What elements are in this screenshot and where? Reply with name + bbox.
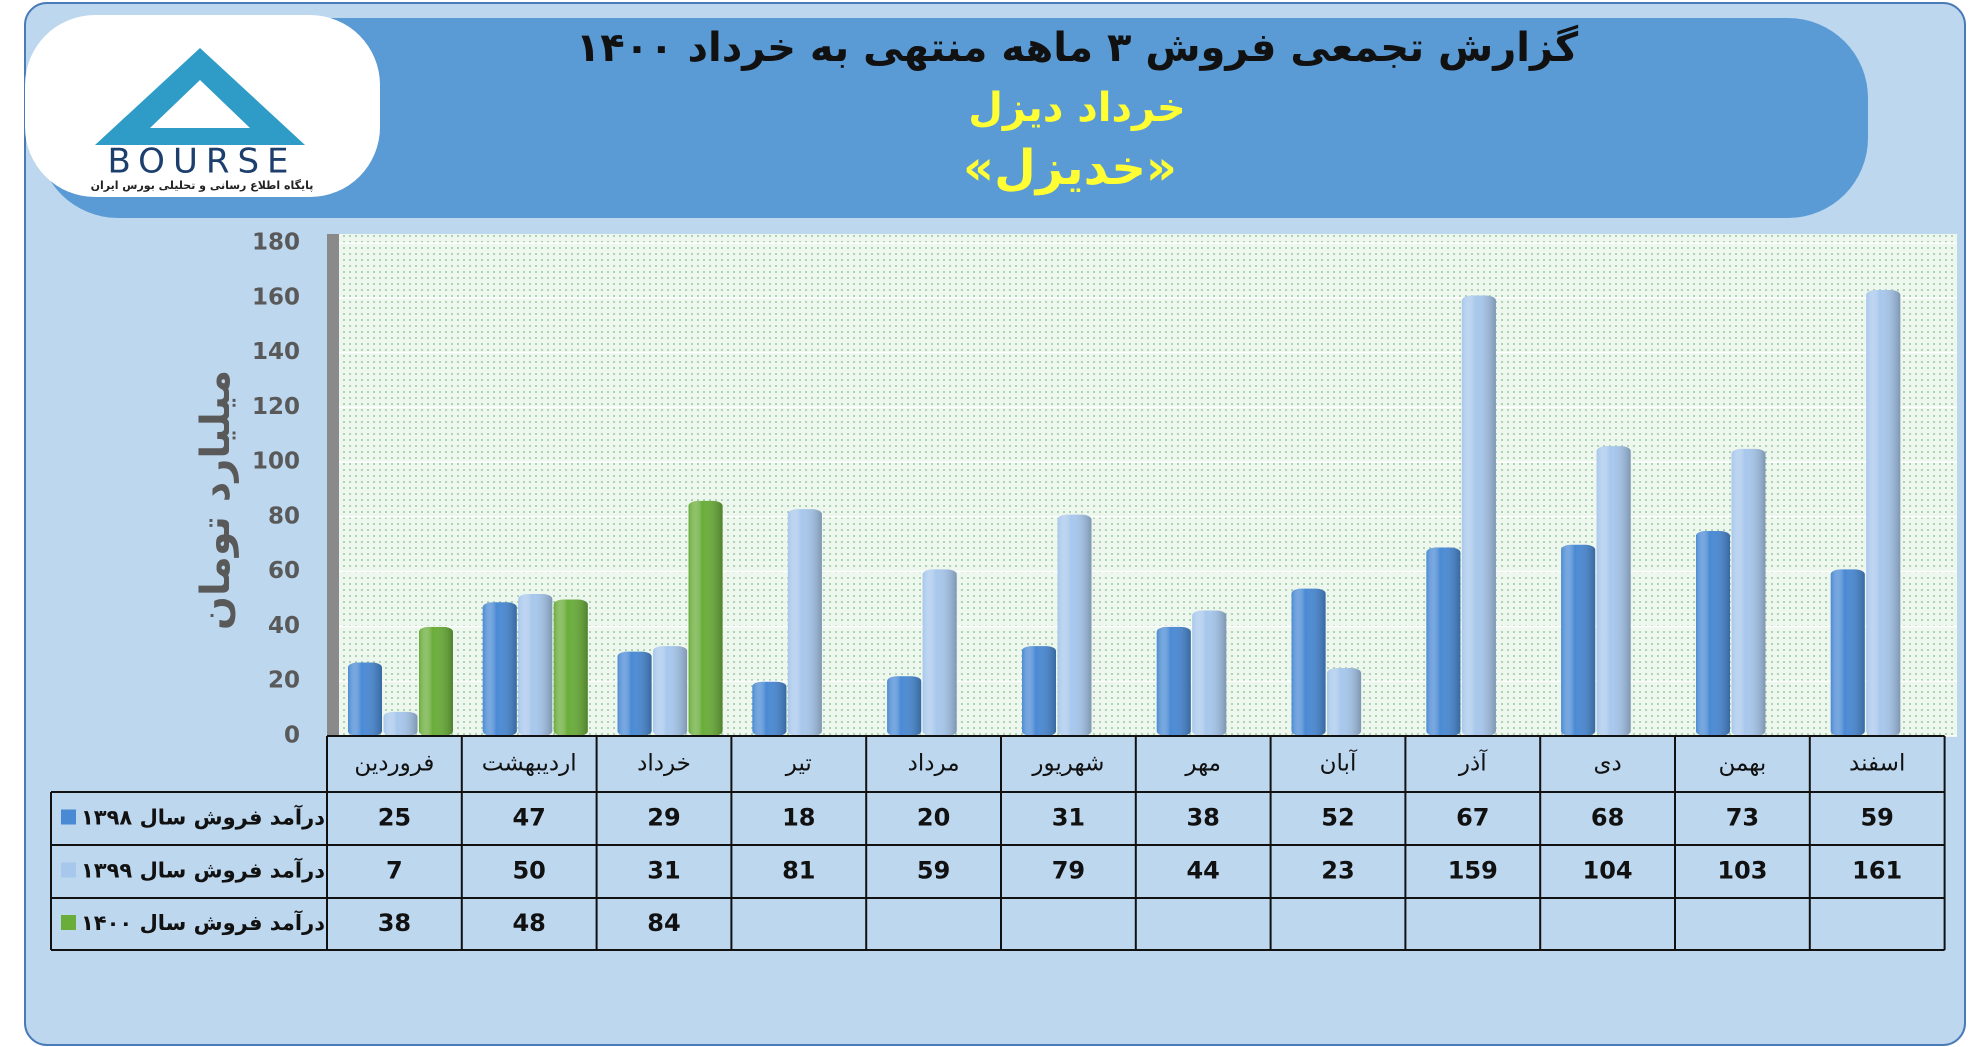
x-tick-label: آذر <box>1458 749 1488 777</box>
bar-shade <box>553 599 588 736</box>
table-value: 159 <box>1448 857 1498 885</box>
bar-shade <box>1156 626 1191 736</box>
table-value: 47 <box>512 804 545 832</box>
bar-shade <box>1696 531 1730 736</box>
table-value: 20 <box>917 804 950 832</box>
table-value: 104 <box>1583 857 1633 885</box>
x-tick-label: آبان <box>1320 749 1358 777</box>
bar-shade <box>688 500 723 736</box>
table-value: 25 <box>378 804 411 832</box>
table-value: 68 <box>1591 804 1624 832</box>
x-tick-label: دی <box>1593 751 1621 777</box>
table-value: 38 <box>378 909 411 937</box>
y-tick-label: 40 <box>268 613 300 639</box>
chart-title: گزارش تجمعی فروش ۳ ماهه منتهی به خرداد ۱… <box>576 24 1579 71</box>
bar-shade <box>922 569 957 736</box>
x-tick-label: اردیبهشت <box>482 751 577 777</box>
table-value: 7 <box>386 857 403 885</box>
table-value: 23 <box>1321 857 1354 885</box>
bar-shade <box>348 662 382 736</box>
bar-shade <box>653 646 688 736</box>
table-value: 59 <box>1860 804 1893 832</box>
legend-label: درآمد فروش سال ۱۳۹۹ <box>81 858 325 883</box>
bar-shade <box>518 594 553 736</box>
y-tick-label: 180 <box>252 230 300 256</box>
x-tick-label: مهر <box>1184 751 1221 777</box>
x-tick-label: بهمن <box>1718 751 1766 777</box>
bar-shade <box>752 681 787 736</box>
bar-shade <box>383 711 418 736</box>
bar-shade <box>1866 290 1901 736</box>
table-value: 48 <box>512 909 545 937</box>
y-axis-label: میلیارد تومان <box>193 370 239 630</box>
legend-swatch <box>61 809 76 825</box>
x-tick-label: اسفند <box>1849 751 1905 777</box>
legend-label: درآمد فروش سال ۱۳۹۸ <box>81 805 325 830</box>
legend-label: درآمد فروش سال ۱۴۰۰ <box>81 910 325 935</box>
bar-shade <box>1561 544 1596 736</box>
x-tick-label: تیر <box>785 751 812 777</box>
table-value: 52 <box>1321 804 1354 832</box>
y-tick-label: 120 <box>252 394 300 420</box>
bar-shade <box>1192 610 1227 736</box>
header-band <box>38 18 1868 218</box>
table-value: 67 <box>1456 804 1489 832</box>
x-tick-label: خرداد <box>637 751 691 777</box>
table-value: 50 <box>512 857 545 885</box>
y-tick-label: 20 <box>268 668 300 694</box>
logo: BOURSE پایگاه اطلاع رسانی و تحلیلی بورس … <box>25 15 380 197</box>
bar-shade <box>1731 448 1766 736</box>
table-value: 31 <box>647 857 680 885</box>
x-tick-label: مرداد <box>908 751 960 777</box>
chart-subtitle: خرداد دیزل <box>968 85 1186 131</box>
table-value: 161 <box>1852 857 1902 885</box>
legend-swatch <box>61 862 76 878</box>
table-value: 79 <box>1052 857 1085 885</box>
logo-caption: پایگاه اطلاع رسانی و تحلیلی بورس ایران <box>91 179 314 192</box>
table-value: 38 <box>1186 804 1219 832</box>
bar-shade <box>1327 668 1362 736</box>
table-value: 31 <box>1052 804 1085 832</box>
axis-wall <box>327 234 339 736</box>
bar-shade <box>1022 646 1056 736</box>
table-value: 44 <box>1186 857 1219 885</box>
bar-shade <box>887 676 922 736</box>
bar-shade <box>1057 514 1092 736</box>
plot-area <box>332 234 1957 736</box>
table-value: 73 <box>1726 804 1759 832</box>
bar-shade <box>1830 569 1865 736</box>
table-value: 84 <box>647 909 680 937</box>
bar-shade <box>1291 588 1326 736</box>
symbol: «خدیزل» <box>963 140 1177 196</box>
table-value: 81 <box>782 857 815 885</box>
y-tick-label: 140 <box>252 339 300 365</box>
table-value: 59 <box>917 857 950 885</box>
table-value: 103 <box>1717 857 1767 885</box>
logo-text: BOURSE <box>107 142 296 182</box>
y-tick-label: 80 <box>268 503 300 529</box>
bar-shade <box>482 602 517 736</box>
bar-shade <box>1426 547 1461 736</box>
y-tick-label: 60 <box>268 558 300 584</box>
x-tick-label: فروردین <box>354 751 434 777</box>
bar-shade <box>1461 295 1496 736</box>
bar-shade <box>419 626 453 736</box>
bar-shade <box>1596 446 1631 736</box>
x-tick-label: شهریور <box>1031 751 1104 777</box>
legend-swatch <box>61 915 76 930</box>
y-tick-label: 100 <box>252 449 300 475</box>
table-value: 18 <box>782 804 815 832</box>
bar-shade <box>787 509 822 736</box>
y-tick-label: 0 <box>284 723 300 749</box>
bar-shade <box>617 651 652 736</box>
table-value: 29 <box>647 804 680 832</box>
y-tick-label: 160 <box>252 284 300 310</box>
